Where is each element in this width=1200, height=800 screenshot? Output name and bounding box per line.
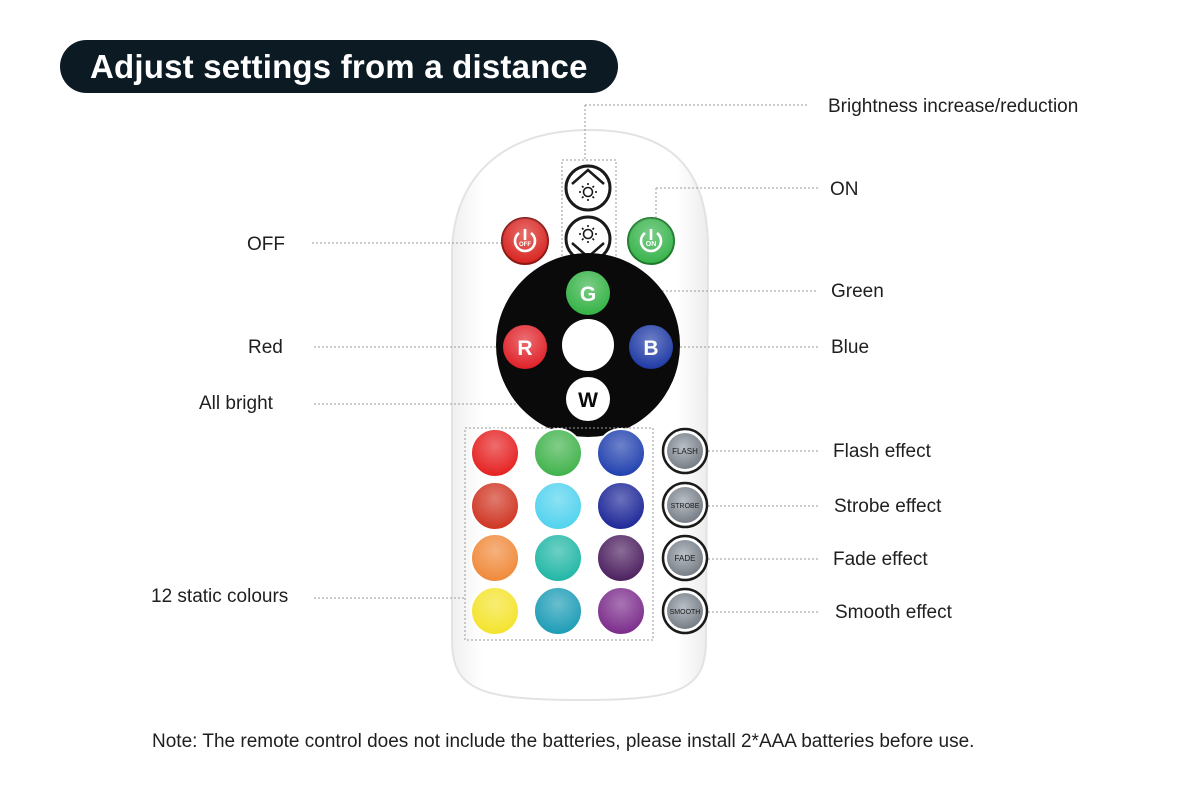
red-button-label: R [517,337,532,360]
effect-buttons: FLASH STROBE FADE SMOOTH [661,427,709,635]
center-button[interactable] [562,319,614,371]
label-brightness: Brightness increase/reduction [828,96,1079,117]
green-button[interactable]: G [566,271,610,315]
effect-button-label: FLASH [672,447,698,456]
power-icon [513,231,537,253]
battery-note: Note: The remote control does not includ… [152,731,975,752]
colour-button[interactable] [596,481,646,531]
label-smooth: Smooth effect [835,602,952,623]
label-strobe: Strobe effect [834,496,942,517]
brightness-up-button[interactable] [564,164,612,212]
colour-button[interactable] [470,586,520,636]
label-on: ON [830,179,859,200]
colour-grid [470,428,646,636]
effect-button-label: FADE [675,554,696,563]
page-title: Adjust settings from a distance [60,40,618,93]
colour-button[interactable] [533,533,583,583]
colour-button[interactable] [470,481,520,531]
colour-grid-box [464,427,654,641]
colour-button[interactable] [596,533,646,583]
colour-button[interactable] [596,428,646,478]
label-green: Green [831,281,884,302]
brightness-down-button[interactable] [564,215,612,263]
white-button-label: W [578,389,598,412]
sun-icon [579,225,597,243]
colour-button[interactable] [596,586,646,636]
colour-button[interactable] [470,533,520,583]
effect-button-flash[interactable]: FLASH [661,427,709,475]
off-button-label: OFF [519,242,531,248]
label-fade: Fade effect [833,549,928,570]
leader-lines [312,104,818,613]
effect-button-strobe[interactable]: STROBE [661,481,709,529]
colour-button[interactable] [533,428,583,478]
label-red: Red [248,337,283,358]
on-button-label: ON [646,241,657,248]
green-button-label: G [580,283,596,306]
off-button[interactable]: OFF [501,217,549,265]
blue-button[interactable]: B [629,325,673,369]
effect-button-fade[interactable]: FADE [661,534,709,582]
label-flash: Flash effect [833,441,931,462]
effect-button-smooth[interactable]: SMOOTH [661,587,709,635]
white-button[interactable]: W [566,377,610,421]
sun-icon [579,183,597,201]
power-icon [639,231,663,253]
effect-button-label: SMOOTH [670,609,701,616]
label-off: OFF [247,234,285,255]
colour-button[interactable] [533,481,583,531]
colour-button[interactable] [470,428,520,478]
label-all-bright: All bright [199,393,273,414]
label-static-colours: 12 static colours [151,586,289,607]
colour-button[interactable] [533,586,583,636]
on-button[interactable]: ON [627,217,675,265]
effect-button-label: STROBE [671,503,700,510]
blue-button-label: B [643,337,658,360]
label-blue: Blue [831,337,870,358]
red-button[interactable]: R [503,325,547,369]
